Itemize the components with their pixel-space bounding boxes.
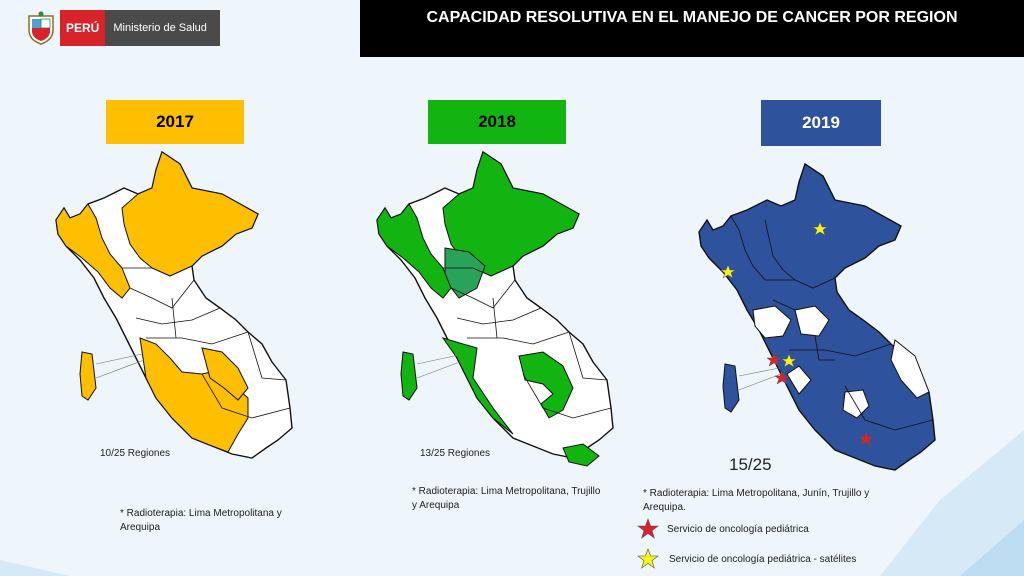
page-title: CAPACIDAD RESOLUTIVA EN EL MANEJO DE CAN… bbox=[360, 0, 1024, 57]
radiotherapy-note-2018: * Radioterapia: Lima Metropolitana, Truj… bbox=[412, 486, 601, 511]
legend-label: Servicio de oncología pediátrica bbox=[667, 523, 809, 535]
satellite-star-marker bbox=[812, 221, 828, 236]
oncology-star-marker bbox=[766, 352, 782, 367]
satellite-star-marker bbox=[720, 264, 736, 279]
radiotherapy-note-2019: * Radioterapia: Lima Metropolitana, Juní… bbox=[643, 488, 870, 513]
region-count-2018: 13/25 Regiones bbox=[420, 448, 491, 459]
satellite-star-marker bbox=[781, 353, 797, 368]
region-map-2017 bbox=[55, 150, 293, 459]
year-label-2018: 2018 bbox=[428, 100, 566, 144]
yellow-star-icon bbox=[637, 548, 659, 569]
ministry-label: Ministerio de Salud bbox=[105, 10, 220, 46]
year-label-2019: 2019 bbox=[761, 100, 881, 146]
legend-pediatric-oncology: Servicio de oncología pediátrica bbox=[637, 518, 809, 540]
legend-pediatric-oncology-satellites: Servicio de oncología pediátrica - satél… bbox=[637, 548, 856, 570]
region-count-2019: 15/25 bbox=[729, 455, 772, 474]
year-label-2017: 2017 bbox=[106, 100, 244, 144]
coat-of-arms-icon bbox=[28, 11, 54, 45]
region-map-2019 bbox=[698, 162, 936, 471]
oncology-star-marker bbox=[774, 370, 790, 385]
radiotherapy-note-2017: * Radioterapia: Lima Metropolitana y Are… bbox=[120, 508, 282, 533]
region-map-2018 bbox=[376, 150, 614, 467]
oncology-star-marker bbox=[858, 431, 874, 446]
country-label: PERÚ bbox=[60, 10, 106, 46]
ministry-logo: PERÚ Ministerio de Salud bbox=[24, 10, 220, 46]
red-star-icon bbox=[637, 518, 659, 539]
legend-label: Servicio de oncología pediátrica - satél… bbox=[669, 553, 857, 565]
region-count-2017: 10/25 Regiones bbox=[100, 448, 171, 459]
